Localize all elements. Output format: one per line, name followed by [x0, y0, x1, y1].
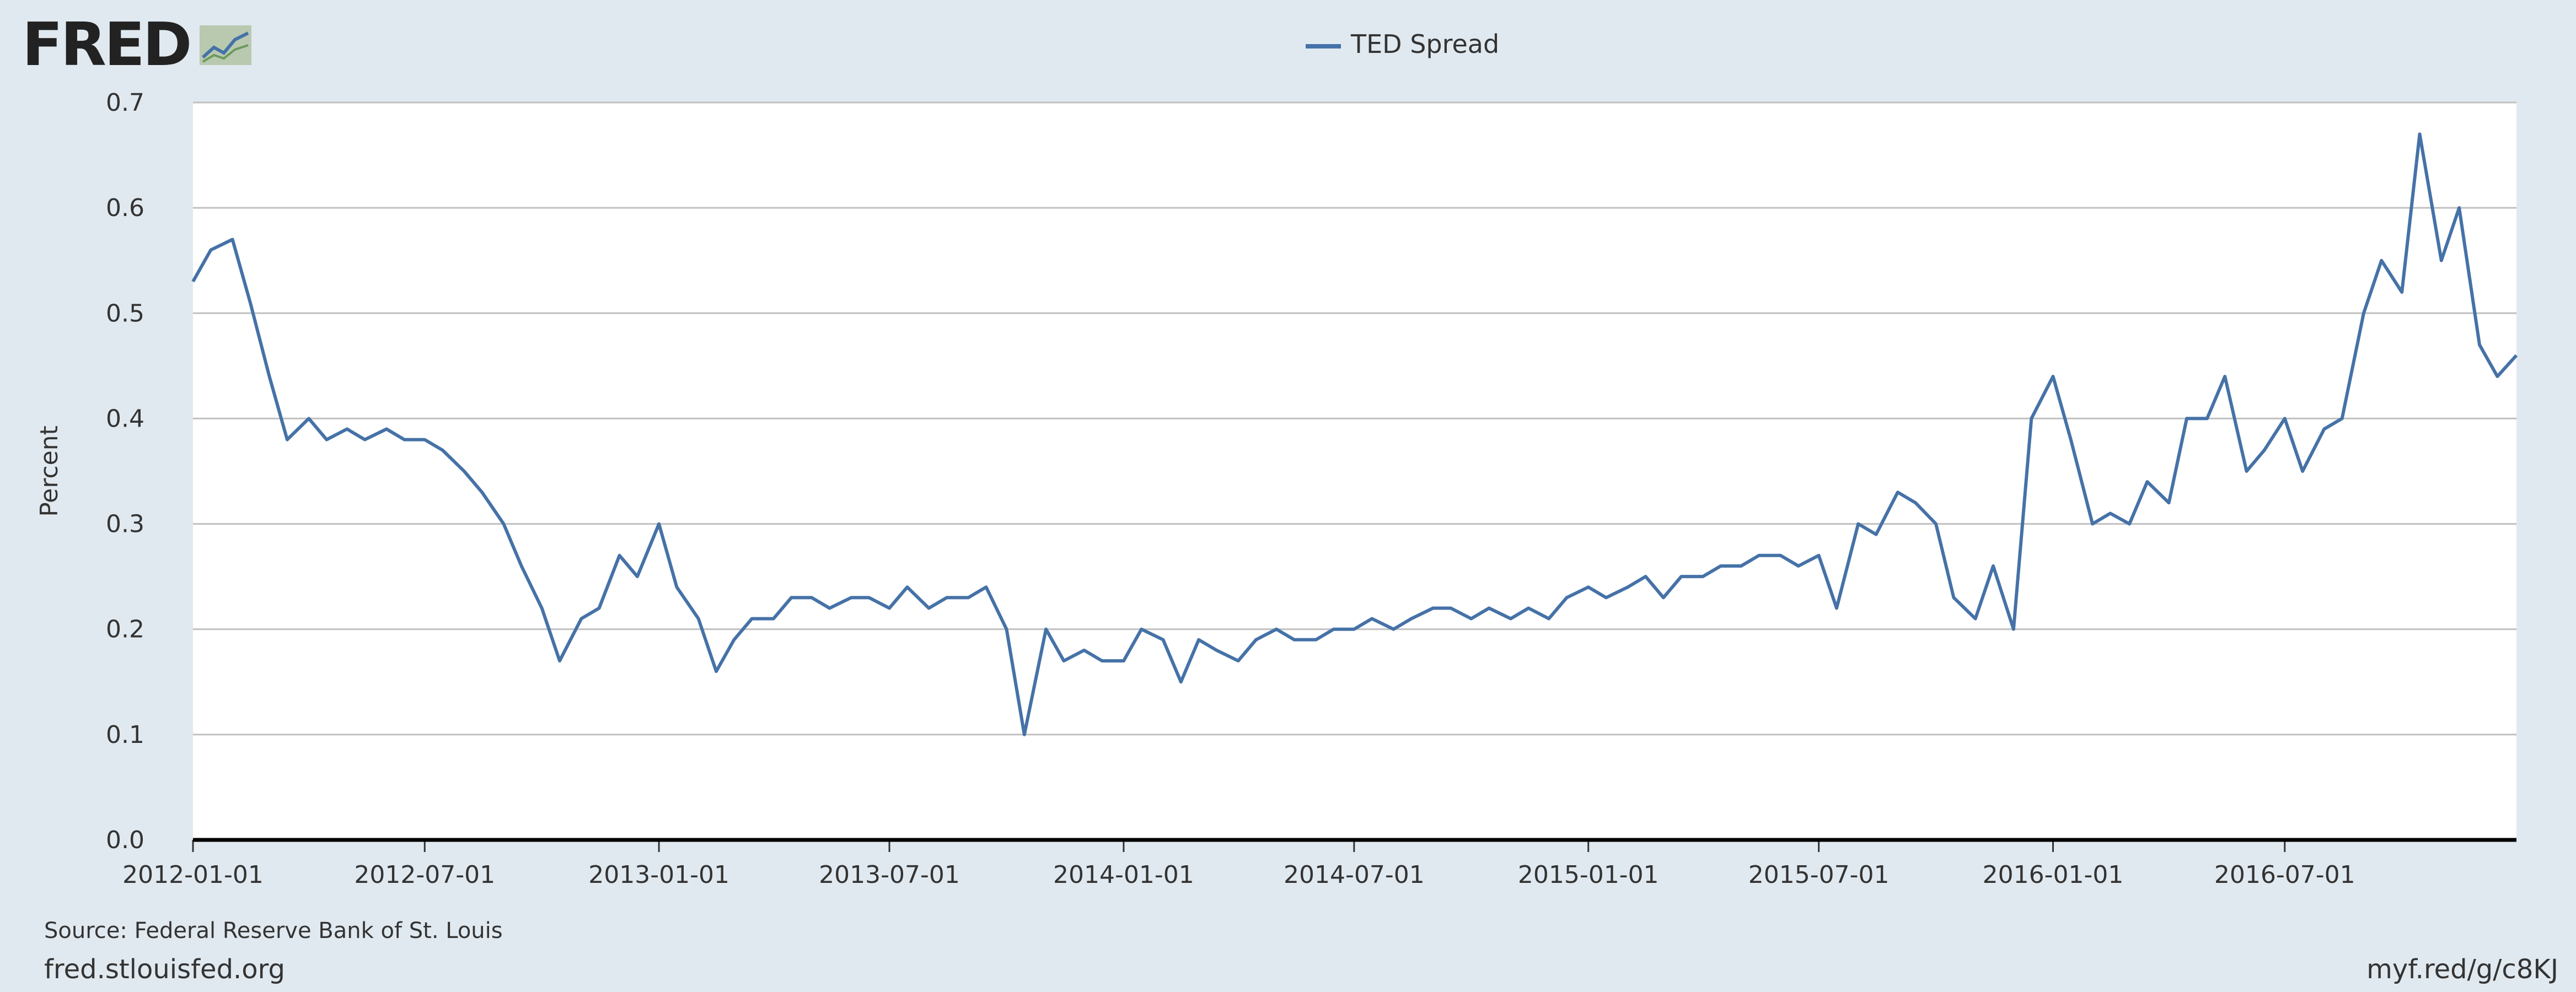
x-tick-label: 2016-01-01	[1983, 861, 2124, 889]
x-tick-label: 2016-07-01	[2214, 861, 2355, 889]
short-url-link[interactable]: myf.red/g/c8KJ	[2366, 954, 2558, 985]
y-tick-label: 0.3	[106, 510, 144, 538]
legend-label: TED Spread	[1350, 29, 1499, 59]
x-tick-label: 2012-01-01	[122, 861, 264, 889]
x-tick-label: 2015-07-01	[1748, 861, 1890, 889]
legend: TED Spread	[1306, 29, 1499, 59]
x-axis-ticks: 2012-01-01 2012-07-01 2013-01-01 2013-07-01…	[122, 840, 2355, 889]
series-line-ted-spread	[191, 132, 2518, 736]
source-note: Source: Federal Reserve Bank of St. Loui…	[44, 918, 503, 944]
y-axis-ticks: 0.0 0.1 0.2 0.3 0.4 0.5 0.6 0.7	[106, 89, 144, 854]
y-tick-label: 0.6	[106, 194, 144, 222]
y-tick-label: 0.5	[106, 299, 144, 327]
y-tick-label: 0.2	[106, 616, 144, 644]
y-tick-label: 0.0	[106, 826, 144, 854]
x-tick-label: 2012-07-01	[354, 861, 495, 889]
x-tick-label: 2014-07-01	[1284, 861, 1425, 889]
fred-logo[interactable]: FRED	[22, 10, 251, 79]
y-tick-label: 0.7	[106, 89, 144, 117]
x-tick-label: 2013-01-01	[588, 861, 729, 889]
site-link[interactable]: fred.stlouisfed.org	[44, 954, 285, 985]
x-tick-label: 2014-01-01	[1053, 861, 1194, 889]
y-tick-label: 0.1	[106, 721, 144, 749]
fred-logo-chart-icon	[200, 25, 251, 65]
y-tick-label: 0.4	[106, 405, 144, 433]
x-tick-label: 2015-01-01	[1518, 861, 1659, 889]
fred-logo-text: FRED	[22, 10, 190, 79]
y-axis-label: Percent	[35, 425, 63, 517]
plot-area	[193, 103, 2516, 840]
x-tick-label: 2013-07-01	[819, 861, 960, 889]
